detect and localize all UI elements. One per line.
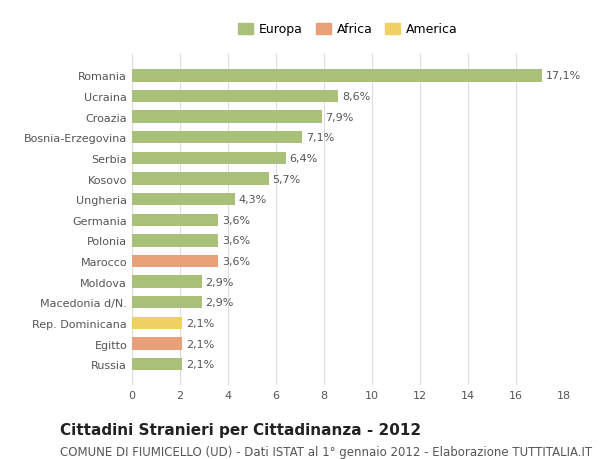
- Bar: [132, 214, 218, 226]
- Text: COMUNE DI FIUMICELLO (UD) - Dati ISTAT al 1° gennaio 2012 - Elaborazione TUTTITA: COMUNE DI FIUMICELLO (UD) - Dati ISTAT a…: [60, 445, 592, 458]
- Text: 2,1%: 2,1%: [186, 359, 214, 369]
- Bar: [132, 132, 302, 144]
- Bar: [132, 297, 202, 309]
- Legend: Europa, Africa, America: Europa, Africa, America: [233, 18, 463, 41]
- Text: 2,1%: 2,1%: [186, 339, 214, 349]
- Text: 2,9%: 2,9%: [205, 277, 233, 287]
- Bar: [132, 276, 202, 288]
- Bar: [132, 70, 542, 83]
- Text: 3,6%: 3,6%: [222, 257, 250, 267]
- Text: 7,9%: 7,9%: [325, 112, 353, 123]
- Bar: [132, 111, 322, 123]
- Text: 2,1%: 2,1%: [186, 318, 214, 328]
- Text: 3,6%: 3,6%: [222, 215, 250, 225]
- Bar: [132, 338, 182, 350]
- Text: 8,6%: 8,6%: [342, 92, 370, 102]
- Bar: [132, 173, 269, 185]
- Text: 17,1%: 17,1%: [546, 71, 581, 81]
- Text: 6,4%: 6,4%: [289, 154, 317, 163]
- Text: 7,1%: 7,1%: [306, 133, 334, 143]
- Bar: [132, 317, 182, 330]
- Text: 5,7%: 5,7%: [272, 174, 301, 184]
- Bar: [132, 255, 218, 268]
- Bar: [132, 152, 286, 165]
- Bar: [132, 194, 235, 206]
- Text: 2,9%: 2,9%: [205, 297, 233, 308]
- Bar: [132, 91, 338, 103]
- Text: 3,6%: 3,6%: [222, 236, 250, 246]
- Bar: [132, 235, 218, 247]
- Bar: [132, 358, 182, 370]
- Text: Cittadini Stranieri per Cittadinanza - 2012: Cittadini Stranieri per Cittadinanza - 2…: [60, 422, 421, 437]
- Text: 4,3%: 4,3%: [239, 195, 267, 205]
